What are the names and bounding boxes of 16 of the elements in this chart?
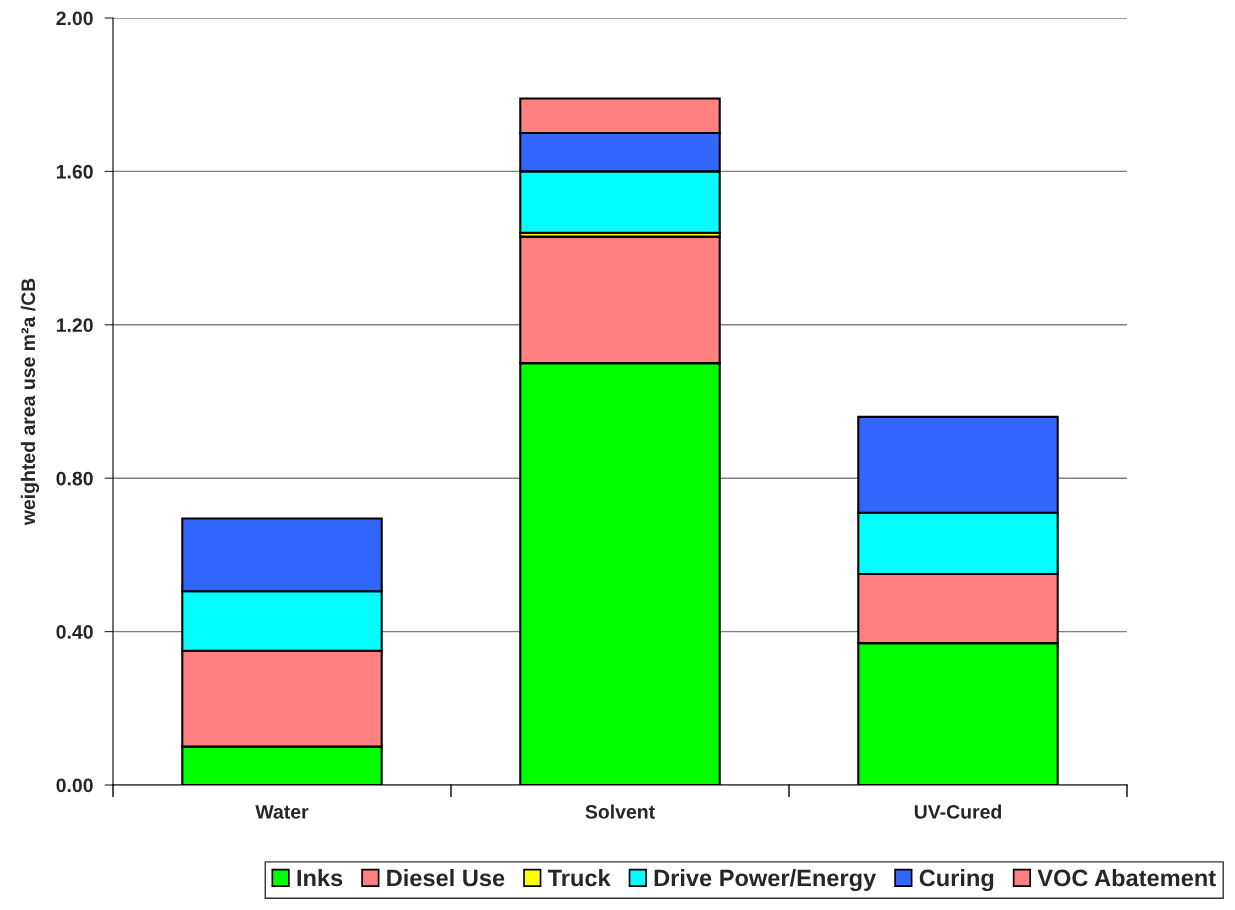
y-tick-label: 0.80: [56, 471, 93, 486]
y-tick-label: 0.00: [56, 778, 93, 793]
x-tick-label: UV-Cured: [914, 804, 1002, 819]
legend-label: VOC Abatement: [1037, 869, 1216, 887]
x-tick-label: Water: [255, 805, 309, 819]
x-tick-label: Solvent: [585, 804, 655, 819]
y-axis-title: weighted area use m²a /CB: [20, 278, 40, 526]
legend-label: Curing: [919, 869, 994, 892]
y-tick-label: 2.00: [56, 11, 93, 26]
legend-label: Diesel Use: [387, 869, 505, 887]
legend-label: Inks: [297, 869, 343, 887]
legend-label: Drive Power/Energy: [654, 869, 877, 892]
legend-label: Truck: [547, 869, 611, 887]
y-tick-label: 1.60: [56, 164, 93, 179]
y-tick-label: 0.40: [56, 625, 93, 639]
y-tick-label: 1.20: [56, 318, 93, 333]
